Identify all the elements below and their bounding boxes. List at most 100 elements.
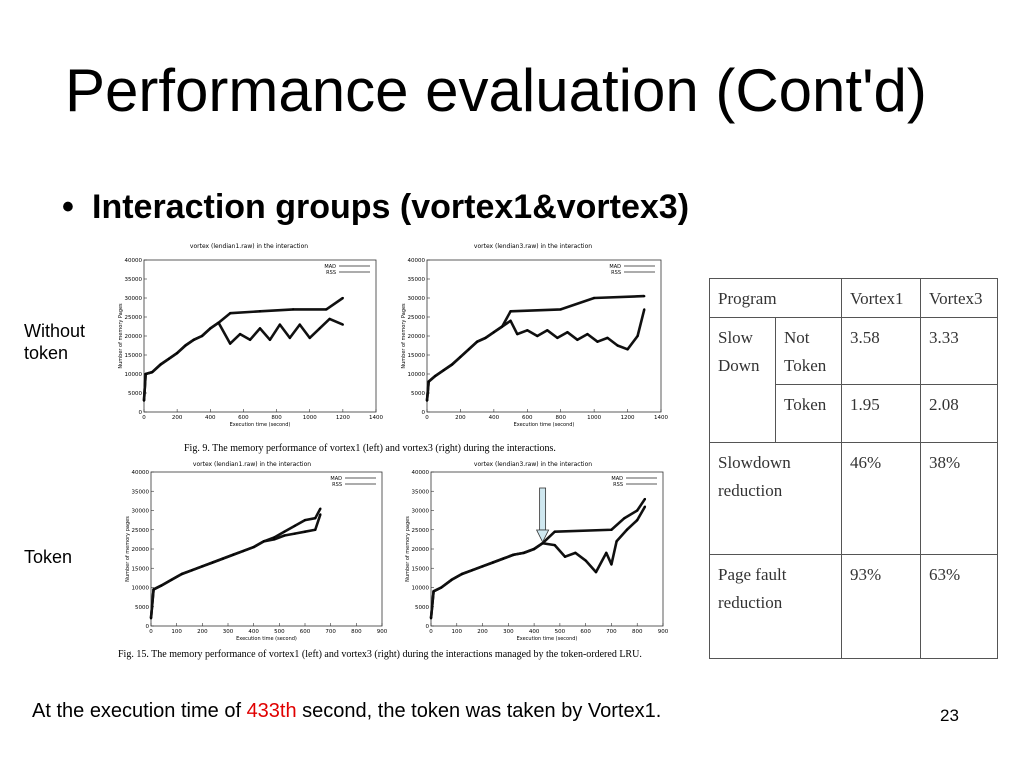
x-tick-label: 100 — [171, 629, 182, 635]
data-point — [232, 553, 235, 556]
x-tick-label: 700 — [325, 629, 336, 635]
x-tick-label: 1400 — [654, 415, 668, 421]
table-cell: Slow Down — [709, 317, 776, 443]
table-header-cell: Vortex1 — [841, 278, 921, 318]
y-tick-label: 40000 — [132, 470, 150, 476]
y-tick-label: 5000 — [411, 391, 425, 397]
footer-text-after: second, the token was taken by Vortex1. — [296, 700, 662, 722]
chart-panel-fig9-left: vortex (lendian1.raw) in the interaction… — [114, 242, 384, 430]
data-point — [217, 321, 220, 324]
legend-label: MAD — [609, 264, 621, 270]
y-tick-label: 5000 — [128, 391, 142, 397]
data-point — [273, 538, 276, 541]
y-tick-label: 15000 — [408, 353, 426, 359]
data-point — [541, 542, 544, 545]
x-tick-label: 400 — [489, 415, 500, 421]
chart-title: vortex (lendian3.raw) in the interaction — [473, 243, 593, 250]
plot-frame — [426, 259, 662, 413]
y-tick-label: 30000 — [125, 296, 143, 302]
data-point — [303, 519, 307, 522]
table-cell: Slowdown reduction — [709, 442, 842, 555]
data-point — [593, 296, 596, 300]
x-tick-label: 400 — [529, 629, 540, 635]
y-tick-label: 15000 — [125, 353, 143, 359]
data-point — [509, 310, 512, 313]
y-tick-label: 15000 — [132, 566, 150, 572]
data-point — [159, 363, 162, 366]
legend-label: RSS — [611, 270, 621, 276]
data-point — [450, 363, 454, 366]
x-tick-label: 0 — [149, 629, 153, 635]
data-point — [429, 617, 433, 620]
x-tick-label: 200 — [477, 629, 488, 635]
x-axis-label: Execution time (second) — [230, 422, 291, 428]
y-tick-label: 20000 — [408, 334, 426, 340]
data-point — [467, 348, 470, 351]
data-point — [442, 369, 445, 372]
data-point — [536, 334, 539, 338]
data-point — [229, 342, 232, 345]
data-point — [610, 563, 613, 566]
y-tick-label: 30000 — [412, 509, 430, 515]
data-point — [239, 333, 242, 336]
data-point — [636, 334, 639, 338]
data-point — [293, 532, 296, 535]
y-tick-label: 35000 — [132, 489, 150, 495]
x-tick-label: 400 — [248, 629, 259, 635]
data-point — [471, 569, 474, 572]
x-tick-label: 0 — [142, 415, 146, 421]
data-point — [283, 530, 286, 533]
chart-panel-fig15-right: vortex (lendian3.raw) in the interaction… — [397, 460, 669, 642]
x-tick-label: 600 — [238, 415, 249, 421]
data-point — [211, 561, 214, 564]
x-tick-label: 0 — [425, 415, 429, 421]
data-point — [151, 371, 154, 374]
y-tick-label: 5000 — [135, 605, 149, 611]
data-point — [149, 617, 153, 620]
data-point — [318, 327, 321, 330]
data-point — [636, 509, 639, 512]
footer-note: At the execution time of 433th second, t… — [32, 700, 661, 723]
data-point — [283, 534, 286, 537]
data-point — [268, 338, 272, 341]
legend-label: RSS — [332, 482, 342, 488]
page-number: 23 — [940, 706, 959, 725]
table-cell: Not Token — [775, 317, 842, 385]
data-point — [576, 338, 579, 341]
table-row: Slowdown reduction 46% 38% — [709, 442, 998, 555]
label-without-token: Without token — [24, 321, 86, 363]
data-point — [258, 310, 262, 313]
data-point — [586, 333, 589, 336]
y-tick-label: 5000 — [415, 605, 429, 611]
data-point — [432, 590, 435, 593]
legend-label: MAD — [324, 264, 336, 270]
chart-panel-fig15-left: vortex (lendian1.raw) in the interaction… — [114, 460, 390, 642]
data-point — [559, 308, 562, 311]
y-tick-label: 0 — [422, 410, 426, 416]
y-tick-label: 40000 — [408, 258, 426, 264]
x-tick-label: 500 — [274, 629, 285, 635]
x-tick-label: 200 — [172, 415, 183, 421]
data-point — [200, 334, 204, 338]
x-axis-label: Execution time (second) — [517, 636, 578, 642]
data-point — [594, 571, 598, 574]
chart-title: vortex (lendian3.raw) in the interaction — [473, 461, 593, 468]
data-point — [522, 551, 525, 554]
y-tick-label: 10000 — [408, 372, 426, 378]
data-point — [144, 372, 147, 376]
data-point — [314, 528, 317, 531]
data-point — [192, 338, 195, 341]
plot-frame — [143, 259, 377, 413]
table-cell: Token — [775, 384, 842, 443]
bullet-dot-icon: • — [62, 188, 74, 226]
data-point — [341, 296, 344, 300]
table-cell: 3.33 — [920, 317, 998, 385]
data-point — [434, 374, 437, 377]
table-cell: 93% — [841, 554, 921, 659]
legend-label: MAD — [330, 476, 342, 482]
data-point — [328, 317, 331, 320]
series-line-mad — [425, 294, 645, 401]
table-header-row: Program Vortex1 Vortex3 — [709, 278, 998, 318]
table-cell: Page fault reduction — [709, 554, 842, 659]
y-tick-label: 25000 — [412, 528, 430, 534]
